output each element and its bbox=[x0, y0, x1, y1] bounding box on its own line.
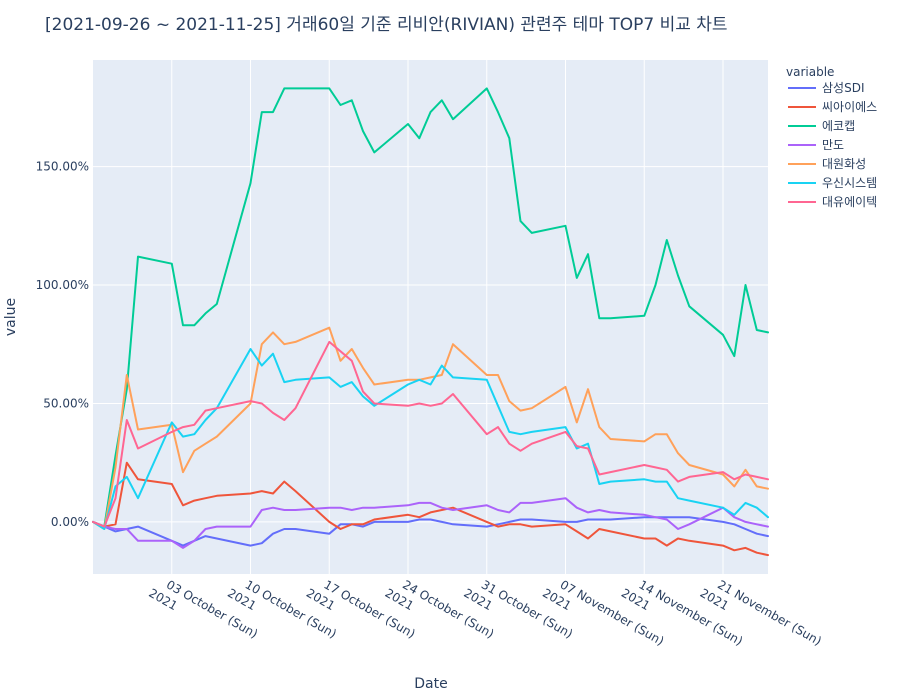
legend-label: 우신시스템 bbox=[822, 176, 877, 190]
x-axis-title: Date bbox=[414, 676, 447, 692]
series-lines bbox=[92, 87, 769, 557]
x-tick-label: 24 October (Sun)2021 bbox=[383, 577, 497, 641]
x-tick-label: 17 October (Sun)2021 bbox=[304, 577, 418, 641]
series-line-만도 bbox=[92, 497, 769, 549]
y-tick-label: 50.00% bbox=[43, 396, 89, 410]
x-tick-label: 03 October (Sun)2021 bbox=[146, 577, 260, 641]
legend-label: 만도 bbox=[822, 138, 844, 152]
legend-item-만도[interactable]: 만도 bbox=[788, 138, 844, 152]
plot-area bbox=[93, 60, 768, 574]
legend-label: 삼성SDI bbox=[822, 81, 864, 95]
legend-item-대원화성[interactable]: 대원화성 bbox=[788, 157, 866, 171]
x-axis-ticks: 03 October (Sun)2021 10 October (Sun)2021… bbox=[146, 577, 824, 648]
series-line-삼성SDI bbox=[92, 516, 769, 547]
y-axis-title: value bbox=[3, 298, 19, 336]
y-tick-label: 100.00% bbox=[36, 278, 89, 292]
x-tick-label: 21 November (Sun)2021 bbox=[698, 577, 824, 648]
legend-title: variable bbox=[786, 65, 834, 79]
legend-item-대유에이텍[interactable]: 대유에이텍 bbox=[788, 195, 877, 209]
legend-item-삼성SDI[interactable]: 삼성SDI bbox=[788, 81, 864, 95]
legend-label: 대유에이텍 bbox=[822, 195, 877, 209]
y-tick-label: 0.00% bbox=[51, 515, 89, 529]
legend-item-우신시스템[interactable]: 우신시스템 bbox=[788, 176, 877, 190]
series-line-대원화성 bbox=[92, 326, 769, 530]
y-tick-label: 150.00% bbox=[36, 160, 89, 174]
legend-label: 에코캡 bbox=[822, 119, 855, 133]
series-line-에코캡 bbox=[92, 87, 769, 528]
x-tick-label: 10 October (Sun)2021 bbox=[225, 577, 339, 641]
series-line-우신시스템 bbox=[92, 348, 769, 530]
legend-label: 대원화성 bbox=[822, 157, 866, 171]
gridlines bbox=[93, 60, 768, 574]
legend-item-씨아이에스[interactable]: 씨아이에스 bbox=[788, 100, 877, 114]
legend-item-에코캡[interactable]: 에코캡 bbox=[788, 119, 855, 133]
series-line-씨아이에스 bbox=[92, 461, 769, 557]
legend-label: 씨아이에스 bbox=[822, 100, 877, 114]
chart-title: [2021-09-26 ~ 2021-11-25] 거래60일 기준 리비안(R… bbox=[45, 15, 728, 35]
series-line-대유에이텍 bbox=[92, 340, 769, 528]
x-tick-label: 31 October (Sun)2021 bbox=[461, 577, 575, 641]
y-axis-ticks: 0.00% 50.00% 100.00% 150.00% bbox=[36, 160, 89, 529]
